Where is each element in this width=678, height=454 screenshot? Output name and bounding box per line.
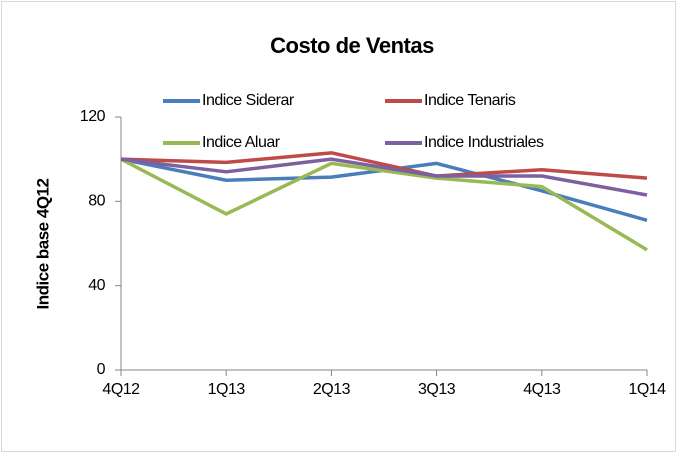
x-tick-label: 2Q13 [313,381,351,398]
x-tick-label: 1Q14 [628,381,666,398]
legend-label: Indice Tenaris [424,92,516,109]
y-tick-label: 40 [88,277,105,294]
series-line [120,151,648,180]
legend-label: Indice Siderar [202,92,295,109]
x-tick-label: 1Q13 [208,381,246,398]
y-axis-label: Indice base 4Q12 [33,179,52,310]
chart-title: Costo de Ventas [270,33,434,58]
series-line [120,157,648,252]
legend-label: Indice Industriales [424,134,544,151]
x-tick-label: 4Q13 [523,381,561,398]
x-tick-label: 4Q12 [102,381,140,398]
legend-label: Indice Aluar [202,134,281,151]
y-tick-label: 120 [80,108,106,125]
y-tick-label: 0 [97,361,106,378]
y-tick-label: 80 [88,193,105,210]
series-line [120,157,648,197]
x-tick-label: 3Q13 [418,381,456,398]
